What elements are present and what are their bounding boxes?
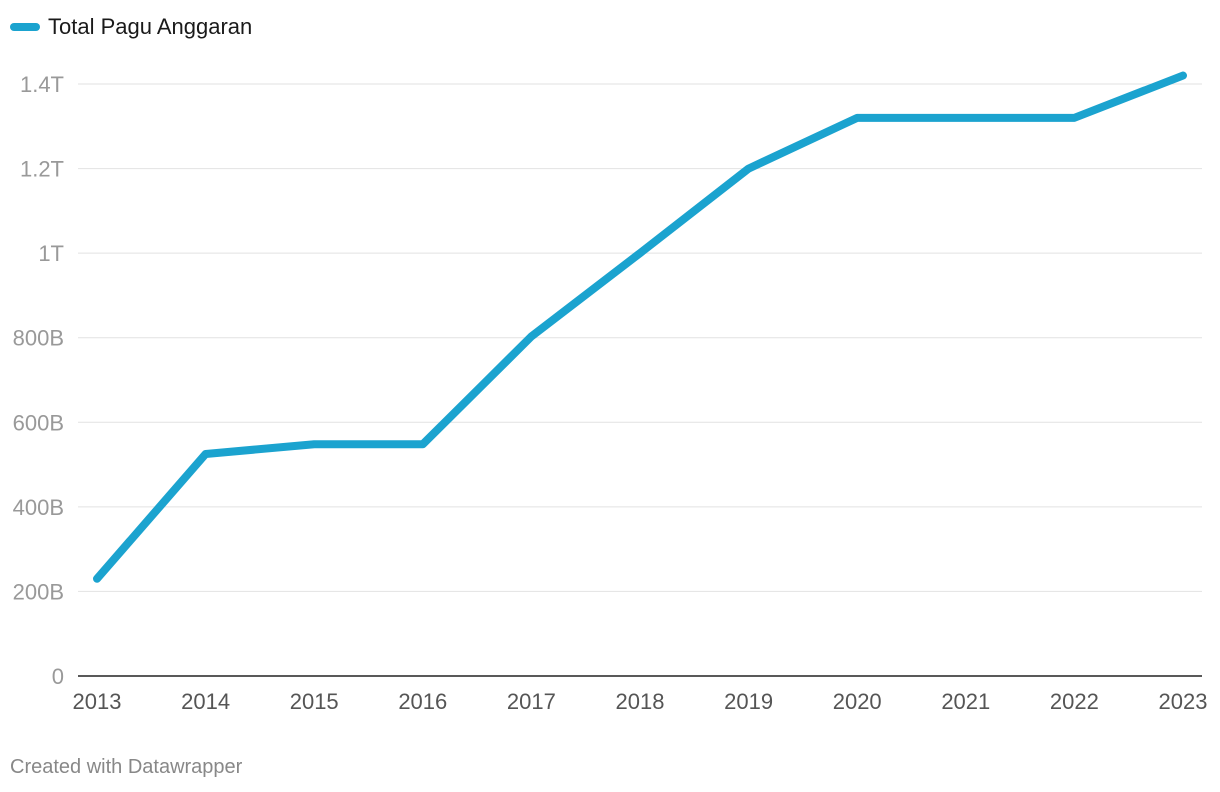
gridlines (78, 83, 1202, 592)
x-tick-label: 2016 (398, 689, 447, 714)
x-tick-label: 2023 (1159, 689, 1208, 714)
x-tick-label: 2015 (290, 689, 339, 714)
legend-label: Total Pagu Anggaran (48, 14, 253, 39)
x-tick-label: 2018 (616, 689, 665, 714)
y-tick-label: 400B (13, 495, 64, 520)
series-line (93, 71, 1187, 583)
footer-credit: Created with Datawrapper (10, 756, 243, 778)
x-tick-label: 2019 (724, 689, 773, 714)
x-tick-label: 2017 (507, 689, 556, 714)
y-tick-label: 200B (13, 579, 64, 604)
legend: Total Pagu Anggaran (10, 14, 252, 40)
legend-swatch (10, 23, 40, 31)
y-tick-label: 1.4T (20, 72, 64, 97)
x-tick-label: 2020 (833, 689, 882, 714)
y-tick-label: 1T (38, 241, 64, 266)
series-layer (93, 71, 1187, 583)
x-tick-label: 2013 (73, 689, 122, 714)
y-tick-label: 1.2T (20, 157, 64, 182)
x-tick-label: 2021 (941, 689, 990, 714)
y-tick-label: 0 (52, 664, 64, 689)
x-tick-label: 2022 (1050, 689, 1099, 714)
y-axis: 0 200B 400B 600B 800B 1T 1.2T 1.4T (13, 72, 64, 689)
y-tick-label: 800B (13, 326, 64, 351)
x-tick-label: 2014 (181, 689, 230, 714)
y-tick-label: 600B (13, 410, 64, 435)
x-axis: 2013 2014 2015 2016 2017 2018 2019 2020 2021 2022… (73, 689, 1208, 714)
